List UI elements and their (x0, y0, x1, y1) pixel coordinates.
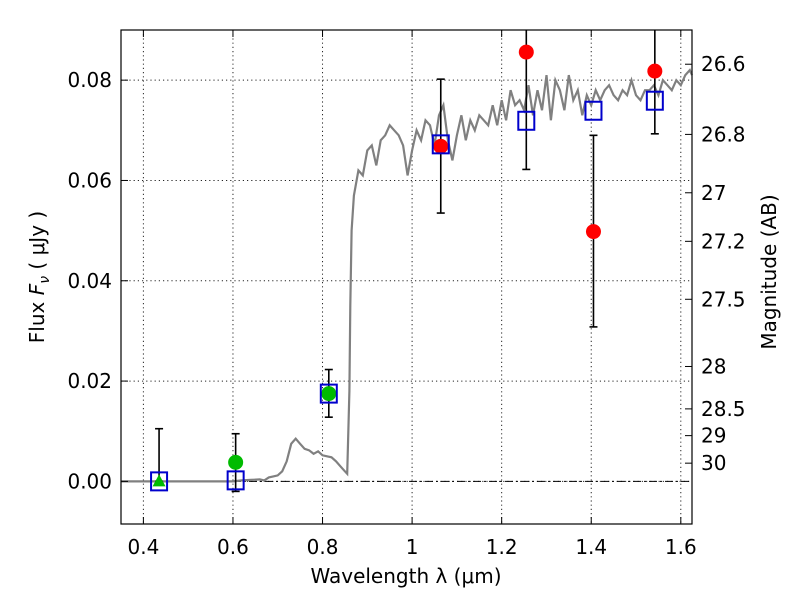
model-spectrum-line (121, 68, 694, 483)
magnitude-axis-ticks: 26.6 26.8 27 27.2 27.5 28 28.5 29 30 (685, 52, 746, 475)
observed-triangle-marker (152, 474, 166, 487)
magnitude-tick-label: 27.5 (701, 287, 746, 311)
y-axis-title-unit: ( μJy ) (25, 211, 49, 276)
plot-background (121, 30, 692, 524)
magnitude-tick-label: 26.6 (701, 52, 746, 76)
x-tick-label: 0.6 (217, 535, 249, 559)
x-tick-label: 1 (406, 535, 419, 559)
magnitude-tick-label: 28.5 (701, 397, 746, 421)
y-axis-title-symbol: F (25, 283, 49, 295)
model-square-marker (150, 471, 169, 492)
x-axis-title: Wavelength λ (μm) (310, 564, 501, 588)
model-square-marker (319, 383, 338, 404)
magnitude-tick-label: 27 (701, 181, 726, 205)
model-photometry-points (150, 90, 664, 492)
magnitude-tick-label: 30 (701, 451, 726, 475)
plot-frame (120, 29, 693, 525)
y-axis-ticks: 0.00 0.02 0.04 0.06 0.08 (67, 68, 128, 493)
observed-circle-marker (228, 454, 244, 470)
x-tick-label: 0.4 (127, 535, 159, 559)
y-axis-title: Flux Fν ( μJy ) (25, 211, 53, 343)
x-axis-ticks: 0.4 0.6 0.8 1 1.2 1.4 1.6 (127, 30, 697, 559)
y-axis-title-subscript: ν (37, 276, 53, 284)
x-tick-label: 0.8 (307, 535, 339, 559)
y-tick-label: 0.04 (67, 269, 112, 293)
y-tick-label: 0.06 (67, 168, 112, 192)
x-tick-label: 1.4 (575, 535, 607, 559)
model-square-marker (431, 134, 450, 155)
observed-points (152, 44, 663, 487)
x-tick-label: 1.2 (486, 535, 518, 559)
y-tick-label: 0.02 (67, 369, 112, 393)
model-square-marker (645, 90, 664, 111)
magnitude-tick-label: 29 (701, 424, 726, 448)
magnitude-tick-label: 28 (701, 354, 726, 378)
observed-circle-marker (647, 63, 663, 79)
y-axis-title-prefix: Flux (25, 295, 49, 343)
y-tick-label: 0.00 (67, 469, 112, 493)
observed-circle-marker (321, 386, 337, 402)
model-square-marker (517, 110, 536, 131)
magnitude-tick-label: 27.2 (701, 229, 746, 253)
grid-lines (121, 30, 692, 524)
observed-circle-marker (518, 44, 534, 60)
magnitude-axis-title: Magnitude (AB) (757, 194, 781, 349)
observed-circle-marker (433, 138, 449, 154)
observed-circle-marker (585, 224, 601, 240)
model-square-marker (226, 470, 245, 491)
model-square-marker (584, 100, 603, 121)
error-bar (650, 30, 659, 135)
x-tick-label: 1.6 (665, 535, 697, 559)
y-tick-label: 0.08 (67, 68, 112, 92)
magnitude-tick-label: 26.8 (701, 122, 746, 146)
